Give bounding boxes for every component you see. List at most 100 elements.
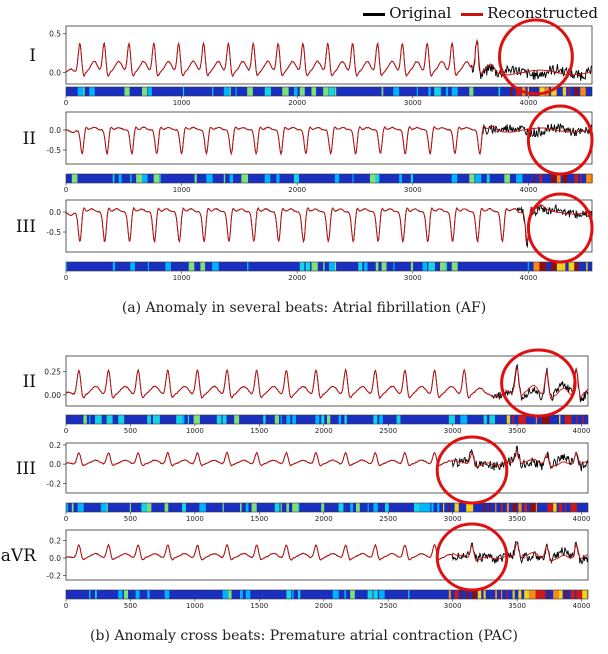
heat-cell (305, 262, 311, 271)
heat-cell (472, 503, 474, 512)
plot-frame (65, 442, 589, 494)
ytick-label: -0.2 (46, 572, 61, 581)
heat-cell (434, 87, 442, 96)
legend-reconstructed-swatch (461, 12, 484, 16)
heat-cell (556, 174, 561, 183)
heat-cell (385, 503, 389, 512)
heat-cell (410, 262, 414, 271)
heat-cell (379, 415, 383, 424)
series-reconstructed (65, 125, 593, 156)
heat-cell (124, 590, 129, 599)
heat-cell (66, 262, 68, 271)
legend-original-label: Original (389, 4, 452, 22)
anomaly-heat-strip (65, 173, 593, 184)
heat-cell (89, 87, 95, 96)
heat-cell (451, 87, 458, 96)
heat-cell (327, 415, 331, 424)
chart-lead-i-a: I 0.5 0.0 0 1000 2000 3000 4000 (29, 18, 593, 107)
heat-cell (504, 174, 510, 183)
heat-cell (66, 503, 69, 512)
ytick-label: 0.0 (49, 460, 61, 469)
heat-cell (329, 87, 335, 96)
series-reconstructed (65, 450, 589, 468)
xtick-label: 3000 (444, 515, 462, 523)
plot-frame (65, 529, 589, 581)
heat-cell (147, 415, 151, 424)
legend-reconstructed: Reconstructed (461, 4, 598, 22)
ytick-label: -0.2 (46, 479, 61, 488)
heat-cell (530, 590, 536, 599)
series-original (65, 122, 593, 156)
heat-cell (506, 415, 511, 424)
heat-cell (586, 262, 588, 271)
heat-cell (556, 262, 563, 271)
heat-cell (350, 503, 353, 512)
heat-cell (245, 590, 251, 599)
heat-cell (533, 87, 535, 96)
heat-cell (323, 262, 325, 271)
chart-lead-ii-b: II 0.25 0.00 0 500 1000 1500 2000 2500 3000 3500 40… (23, 348, 590, 435)
heat-cell (527, 262, 529, 271)
heat-cell (247, 262, 249, 271)
xtick-label: 2000 (288, 274, 306, 282)
heat-cell (535, 503, 537, 512)
heat-cell (147, 590, 150, 599)
heat-cell (443, 503, 445, 512)
xtick-label: 1000 (186, 515, 204, 523)
xtick-label: 3500 (508, 427, 526, 435)
legend-reconstructed-label: Reconstructed (487, 4, 598, 22)
heat-cell (516, 174, 523, 183)
heat-cell (136, 174, 144, 183)
legend-original: Original (363, 4, 451, 22)
heat-cell (212, 262, 219, 271)
heat-base (66, 503, 588, 512)
heat-frame (65, 261, 593, 272)
heat-cell (564, 590, 567, 599)
heat-cell (516, 87, 521, 96)
heat-cell (199, 503, 206, 512)
heat-cell (106, 415, 113, 424)
xtick-label: 2000 (315, 602, 333, 610)
heat-cell (264, 87, 271, 96)
xtick-label: 4000 (520, 99, 538, 107)
xtick-label: 0 (64, 186, 68, 194)
xtick-label: 0 (64, 427, 68, 435)
heat-cell (280, 415, 282, 424)
chart-lead-ii-a: II 0.0 -0.5 0 1000 2000 3000 4000 (23, 104, 594, 194)
heat-cell (280, 503, 282, 512)
heat-cell (373, 503, 378, 512)
heat-cell (350, 590, 355, 599)
lead-label: III (16, 459, 36, 479)
heat-cell (445, 87, 449, 96)
heat-cell (241, 174, 249, 183)
heat-cell (77, 87, 85, 96)
heat-cell (141, 174, 148, 183)
heat-cell (454, 590, 459, 599)
xtick-label: 1500 (250, 602, 268, 610)
heat-cell (518, 503, 522, 512)
heat-cell (393, 262, 395, 271)
heat-cell (574, 174, 579, 183)
heat-cell (437, 503, 440, 512)
heat-cell (562, 262, 566, 271)
heat-cell (512, 503, 517, 512)
heat-cell (582, 590, 588, 599)
heat-cell (95, 590, 97, 599)
ytick-label: 0.0 (49, 554, 61, 563)
xtick-label: 0 (64, 274, 68, 282)
heat-cell (293, 87, 298, 96)
heat-cell (451, 262, 458, 271)
heat-cell (263, 415, 266, 424)
ytick-label: 0.5 (49, 30, 61, 39)
heat-cell (539, 262, 547, 271)
heat-cell (381, 262, 387, 271)
heat-frame (65, 86, 593, 97)
heat-cell (477, 590, 482, 599)
anomaly-circle (526, 192, 594, 264)
heat-cell (206, 174, 213, 183)
heat-cell (506, 590, 508, 599)
heat-cell (510, 87, 513, 96)
plot-frame (65, 355, 589, 407)
heat-cell (147, 503, 152, 512)
heat-cell (153, 415, 160, 424)
